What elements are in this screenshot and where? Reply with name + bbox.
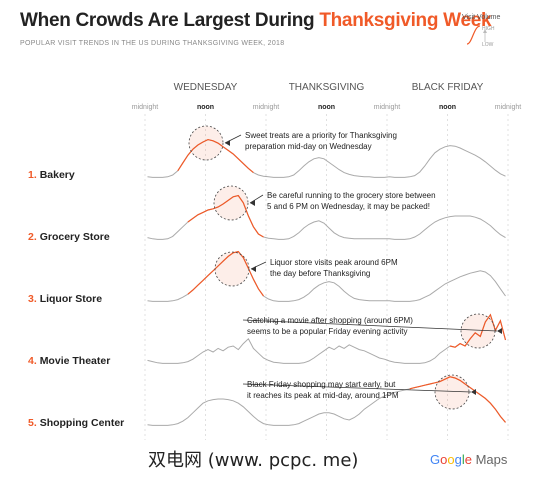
- store-row: 5. Shopping Center Black Friday shopping …: [28, 374, 506, 429]
- day-label: WEDNESDAY: [174, 82, 238, 93]
- google-maps-logo: Google Maps: [430, 452, 507, 467]
- chart-title: When Crowds Are Largest During Thanksgiv…: [20, 10, 492, 32]
- store-row: 3. Liquor Store Liquor store visits peak …: [28, 250, 506, 305]
- google-letter: o: [440, 452, 448, 467]
- title-main: When Crowds Are Largest During: [20, 10, 320, 31]
- tick-label: noon: [318, 104, 335, 111]
- annotation-text: Black Friday shopping may start early, b…: [247, 380, 399, 400]
- arrow-head: [251, 266, 256, 272]
- series-highlight: [187, 250, 264, 297]
- annotation-arrow: [242, 319, 498, 332]
- series-highlight: [177, 138, 254, 174]
- google-letter: g: [454, 452, 462, 467]
- legend-high: HIGH: [482, 26, 495, 32]
- store-row: 2. Grocery Store Be careful running to th…: [28, 185, 506, 243]
- store-rows: 1. Bakery Sweet treats are a priority for…: [28, 125, 507, 429]
- annotation-arrow: [242, 383, 472, 393]
- series-highlight: [409, 376, 506, 423]
- arrow-head: [250, 200, 255, 206]
- annotation-text: Liquor store visits peak around 6PM the d…: [270, 258, 398, 278]
- annotation-text: Be careful running to the grocery store …: [267, 191, 436, 211]
- row-label: 5. Shopping Center: [28, 417, 124, 429]
- row-label: 1. Bakery: [28, 169, 75, 181]
- row-label: 3. Liquor Store: [28, 293, 102, 305]
- google-letter: o: [447, 452, 455, 467]
- series-highlight: [449, 313, 507, 348]
- tick-label: midnight: [495, 104, 522, 111]
- day-headers: WEDNESDAY THANKSGIVING BLACK FRIDAY: [174, 82, 484, 93]
- legend-swatch: [466, 25, 487, 45]
- store-row: 1. Bakery Sweet treats are a priority for…: [28, 125, 506, 181]
- maps-wordmark: Maps: [475, 452, 508, 467]
- arrow-head: [225, 140, 230, 146]
- tick-label: noon: [439, 104, 456, 111]
- google-letter: e: [464, 452, 472, 467]
- day-label: THANKSGIVING: [289, 82, 365, 93]
- row-label: 2. Grocery Store: [28, 231, 110, 243]
- grid-lines: [144, 114, 509, 440]
- tick-label: midnight: [374, 104, 401, 111]
- title-highlight: Thanksgiving Week: [319, 10, 492, 31]
- time-ticks: midnight noon midnight noon midnight noon midn…: [132, 104, 522, 111]
- day-label: BLACK FRIDAY: [412, 82, 484, 93]
- peak-highlight-circle: [188, 125, 224, 161]
- store-row: 4. Movie Theater Catching a movie after s…: [28, 313, 507, 367]
- google-wordmark: Google: [430, 452, 472, 467]
- tick-label: midnight: [253, 104, 280, 111]
- peak-highlight-circle: [214, 251, 250, 287]
- google-letter: l: [461, 452, 465, 467]
- peak-highlight-circle: [213, 185, 249, 221]
- chart-subtitle: POPULAR VISIT TRENDS IN THE US DURING TH…: [20, 40, 285, 47]
- arrow-head: [471, 389, 476, 395]
- annotation-arrow: [249, 194, 264, 204]
- tick-label: noon: [197, 104, 214, 111]
- legend-title: Visit Volume: [462, 14, 501, 21]
- legend-low: LOW: [482, 42, 494, 48]
- tick-label: midnight: [132, 104, 159, 111]
- annotation-text: Catching a movie after shopping (around …: [247, 316, 413, 336]
- watermark: 双电网 (www. pcpc. me): [148, 450, 359, 471]
- series-highlight: [187, 194, 264, 238]
- row-label: 4. Movie Theater: [28, 355, 110, 367]
- series-line: [147, 313, 506, 364]
- arrow-head: [497, 328, 502, 334]
- legend: Visit Volume HIGH LOW: [462, 14, 532, 56]
- annotation-text: Sweet treats are a priority for Thanksgi…: [245, 131, 397, 151]
- google-letter: G: [430, 452, 441, 467]
